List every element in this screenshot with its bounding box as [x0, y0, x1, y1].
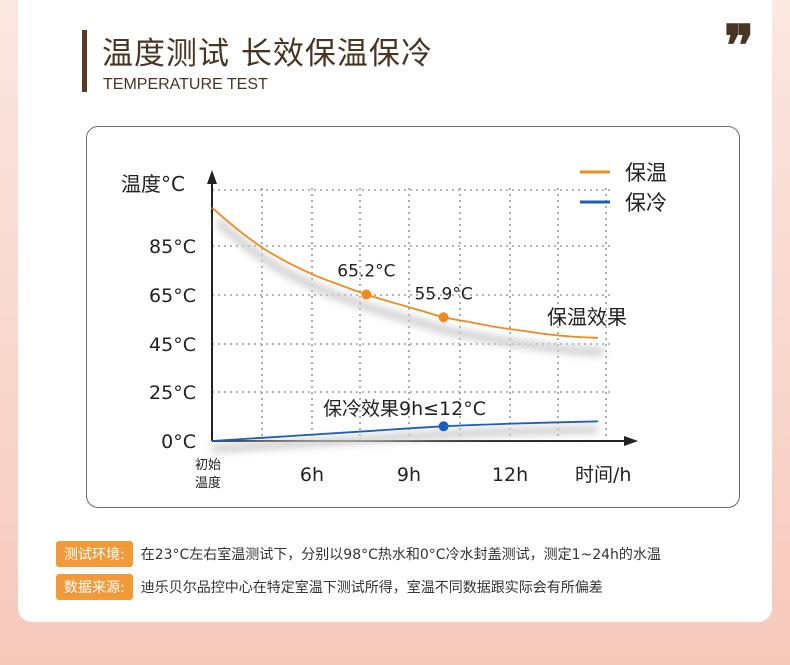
page-subtitle: TEMPERATURE TEST [103, 76, 268, 93]
x-origin-label-line1: 初始 [195, 458, 221, 473]
y-tick-label: 25°C [149, 382, 196, 404]
note-row-source: 数据来源: 迪乐贝尔品控中心在特定室温下测试所得，室温不同数据跟实际会有所偏差 [56, 574, 603, 600]
note-badge-environment: 测试环境: [56, 541, 133, 567]
y-axis-label: 温度°C [121, 172, 185, 196]
title-accent-bar [82, 30, 87, 92]
cold-effect-annotation: 保冷效果9h≤12°C [323, 398, 486, 420]
note-row-environment: 测试环境: 在23°C左右室温测试下，分别以98°C热水和0°C冷水封盖测试，测… [56, 541, 661, 567]
legend-label-0: 保温 [625, 161, 667, 185]
y-axis-arrow [207, 170, 217, 184]
series-line-warm [211, 207, 599, 339]
series-point-1-0 [438, 421, 449, 432]
x-tick-label: 12h [492, 464, 528, 486]
note-text-source: 迪乐贝尔品控中心在特定室温下测试所得，室温不同数据跟实际会有所偏差 [140, 580, 603, 596]
y-tick-label: 85°C [149, 236, 196, 258]
x-axis-arrow [624, 436, 638, 446]
x-axis-label: 时间/h [575, 464, 631, 486]
chart-frame [86, 126, 740, 508]
warm-effect-annotation: 保温效果 [547, 305, 627, 329]
legend-label-1: 保冷 [625, 191, 667, 215]
y-tick-label: 0°C [161, 431, 196, 453]
point-value-label: 55.9°C [414, 284, 472, 304]
x-tick-label: 6h [300, 464, 324, 486]
x-origin-label-line2: 温度 [195, 475, 221, 491]
x-tick-label: 9h [397, 464, 421, 486]
page-title: 温度测试 长效保温保冷 [102, 36, 433, 72]
quote-icon: ❞ [724, 13, 755, 79]
series-line-cold [211, 420, 599, 442]
series-point-0-1 [438, 312, 449, 323]
series-shadow-1 [211, 425, 599, 453]
point-value-label: 65.2°C [337, 262, 395, 282]
y-tick-label: 45°C [149, 334, 196, 356]
note-badge-source: 数据来源: [56, 574, 133, 600]
note-text-environment: 在23°C左右室温测试下，分别以98°C热水和0°C冷水封盖测试，测定1~24h… [140, 547, 661, 563]
main-card: 温度测试 长效保温保冷 TEMPERATURE TEST ❞ 测试环境: 在23… [18, 0, 772, 622]
series-shadow-0 [215, 218, 605, 356]
y-tick-label: 65°C [149, 285, 196, 307]
series-point-0-0 [361, 289, 372, 300]
